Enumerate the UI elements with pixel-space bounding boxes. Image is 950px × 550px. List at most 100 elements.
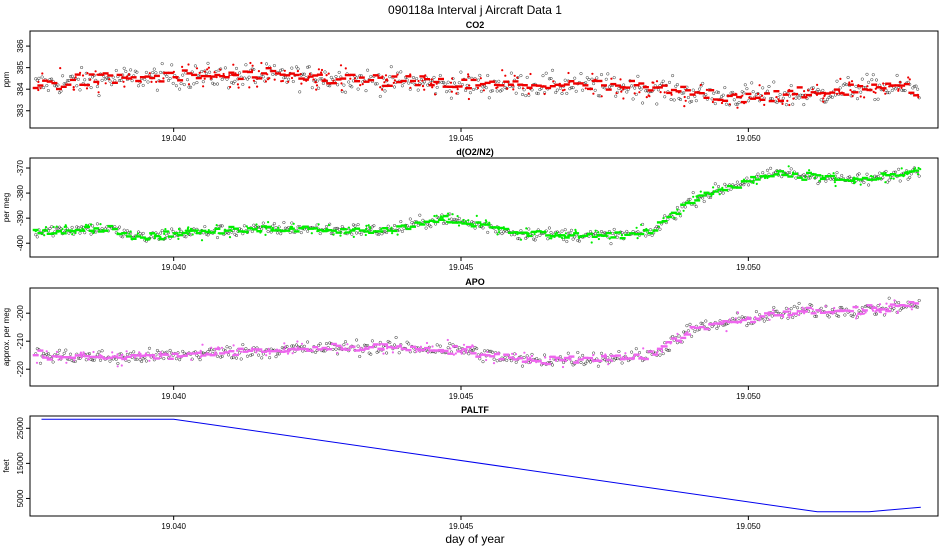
data-point [475, 347, 479, 351]
data-point [788, 316, 791, 319]
data-point [456, 88, 459, 91]
x-tick-label: 19.050 [736, 392, 761, 401]
data-point [203, 225, 207, 229]
data-point [884, 173, 887, 176]
data-point [99, 223, 102, 226]
data-point [677, 91, 681, 94]
data-point [422, 80, 427, 84]
data-point [633, 355, 636, 358]
data-point [317, 343, 321, 347]
data-point [337, 345, 340, 348]
data-point [686, 95, 690, 100]
data-point [65, 361, 68, 364]
plot-frame [29, 157, 939, 258]
data-point [307, 65, 311, 69]
data-point [909, 172, 913, 176]
data-point [729, 91, 733, 95]
data-point [182, 83, 186, 87]
data-point [409, 86, 412, 89]
data-point [383, 81, 386, 84]
data-point [633, 86, 637, 90]
data-point [549, 230, 553, 234]
data-point [291, 79, 295, 84]
data-point [874, 310, 877, 313]
data-point [803, 90, 806, 93]
data-point [908, 300, 912, 303]
data-point [625, 229, 629, 233]
data-point [253, 81, 257, 85]
data-point [287, 348, 290, 351]
data-point [146, 238, 149, 241]
data-point [238, 351, 242, 355]
data-point [834, 184, 837, 188]
data-point [592, 92, 595, 95]
series-line [41, 418, 921, 513]
data-point [620, 90, 623, 93]
data-point [450, 90, 453, 93]
data-point [787, 307, 790, 310]
data-point [279, 68, 283, 72]
data-point [462, 218, 465, 222]
data-point [764, 174, 767, 177]
data-point [83, 78, 87, 82]
data-point [108, 78, 111, 81]
data-point [123, 85, 126, 88]
data-point [260, 227, 264, 231]
data-point [96, 73, 99, 76]
data-point [423, 88, 426, 91]
data-point [306, 349, 309, 352]
data-point [419, 345, 422, 348]
data-point [776, 169, 779, 172]
data-point [690, 99, 694, 103]
data-point [213, 71, 216, 74]
data-point [867, 183, 871, 187]
data-point [718, 193, 721, 196]
data-point [659, 91, 662, 94]
data-point [343, 340, 348, 344]
data-point [100, 78, 104, 82]
data-point [735, 102, 739, 106]
data-point [763, 103, 766, 106]
x-tick-label: 19.050 [736, 263, 761, 272]
data-point [416, 88, 420, 92]
data-point [391, 351, 394, 354]
data-point [607, 360, 611, 364]
data-point [294, 65, 299, 69]
data-point [906, 170, 909, 173]
data-point [372, 345, 375, 348]
data-point [486, 73, 490, 78]
data-point [245, 225, 248, 228]
data-point [821, 176, 825, 179]
data-point [468, 91, 472, 95]
data-point [80, 356, 83, 359]
data-point [855, 97, 860, 101]
data-point [321, 81, 325, 85]
data-point [677, 209, 681, 213]
data-point [658, 227, 662, 231]
data-point [441, 221, 446, 225]
data-point [238, 71, 242, 75]
data-point [787, 165, 790, 168]
data-point [146, 80, 150, 84]
data-point [208, 70, 212, 74]
data-point [917, 174, 921, 178]
data-point [495, 86, 498, 90]
data-point [615, 357, 619, 361]
data-point [614, 231, 617, 234]
data-point [377, 232, 381, 237]
data-point [318, 342, 322, 346]
data-point [712, 91, 716, 95]
data-point [805, 306, 808, 310]
data-point [208, 347, 212, 351]
data-point [544, 356, 547, 359]
data-point [98, 358, 103, 362]
data-point [686, 331, 689, 334]
data-point [671, 74, 675, 78]
data-point [53, 84, 57, 88]
data-point [494, 230, 498, 234]
data-point [852, 176, 856, 179]
data-point [457, 216, 461, 220]
data-point [661, 350, 664, 353]
y-tick-label: -370 [16, 159, 25, 176]
data-point [232, 354, 235, 357]
